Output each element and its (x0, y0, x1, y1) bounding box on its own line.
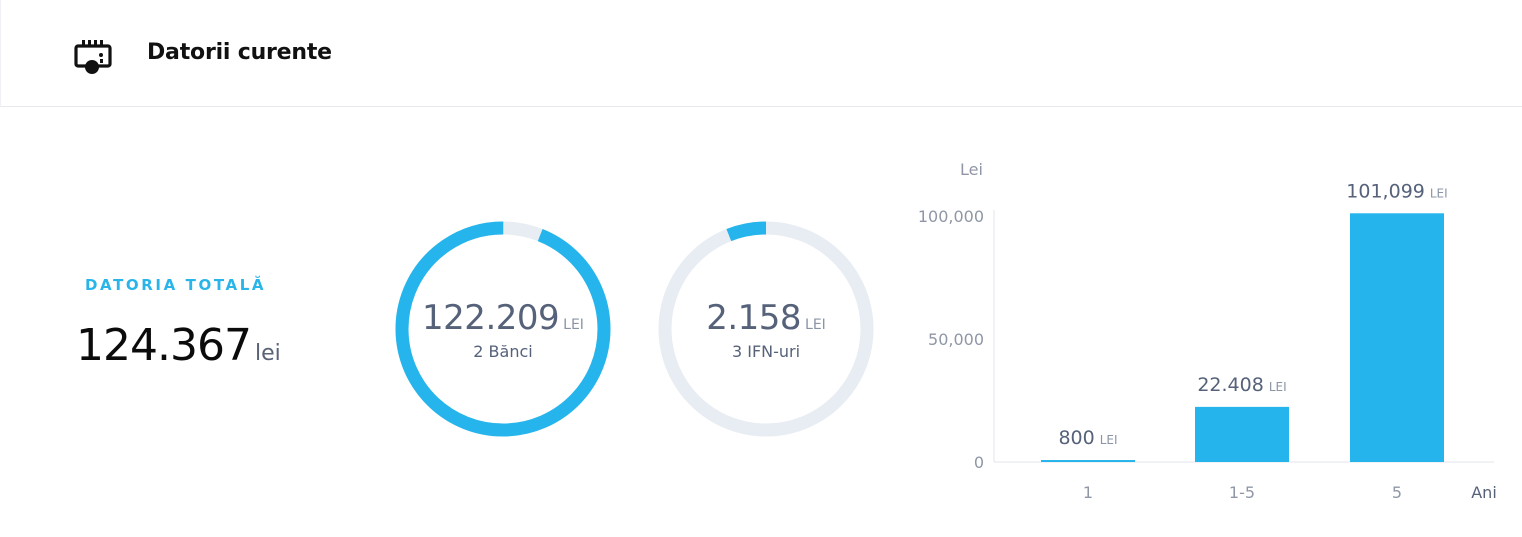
ifn-subtitle: 3 IFN-uri (731, 341, 801, 361)
bar-data-label: 800 LEI (1058, 427, 1117, 449)
debt-icon (74, 40, 112, 74)
banks-subtitle: 2 Bănci (473, 341, 533, 361)
bar-data-value: 800 (1058, 427, 1094, 449)
ifn-amount: 2.158 LEI (706, 298, 826, 338)
bar-data-value: 101,099 (1346, 180, 1425, 202)
ifn-value: 2.158 (706, 297, 802, 338)
bar-data-unit: LEI (1430, 186, 1448, 200)
total-debt-amount: 124.367 lei (76, 320, 281, 371)
y-axis-title: Lei (960, 160, 983, 179)
bar-1 (1041, 460, 1135, 462)
bar-5 (1350, 213, 1444, 462)
y-tick-label: 0 (974, 453, 984, 472)
card-header: Datorii curente (0, 0, 1522, 107)
ifn-donut: 2.158 LEI 3 IFN-uri (656, 219, 876, 439)
banks-amount: 122.209 LEI (422, 298, 584, 338)
banks-donut-arc (395, 221, 611, 437)
x-tick-label: 5 (1392, 483, 1402, 502)
x-tick-label: 1 (1083, 483, 1093, 502)
total-debt-label: DATORIA TOTALĂ (85, 276, 267, 294)
total-debt-unit: lei (254, 341, 281, 366)
y-tick-label: 50,000 (928, 330, 984, 349)
bar-1-5 (1195, 406, 1289, 462)
banks-value: 122.209 (422, 297, 560, 338)
x-tick-label: 1-5 (1229, 483, 1255, 502)
maturity-bar-chart: Lei Ani 0 50,000 100,000 1 800 LEI 1-5 22.408 LEI 5… (918, 160, 1497, 502)
bar-data-label: 22.408 LEI (1197, 374, 1286, 396)
bar-data-value: 22.408 (1197, 374, 1263, 396)
banks-donut: 122.209 LEI 2 Bănci (393, 219, 613, 439)
bar-data-unit: LEI (1269, 380, 1287, 394)
bar-data-unit: LEI (1100, 433, 1118, 447)
bar-data-label: 101,099 LEI (1346, 180, 1447, 202)
total-debt-value: 124.367 (76, 320, 252, 371)
banks-unit: LEI (563, 316, 584, 333)
card-title: Datorii curente (147, 40, 332, 65)
x-axis-title: Ani (1471, 483, 1497, 502)
y-tick-label: 100,000 (918, 207, 984, 226)
ifn-unit: LEI (805, 316, 826, 333)
